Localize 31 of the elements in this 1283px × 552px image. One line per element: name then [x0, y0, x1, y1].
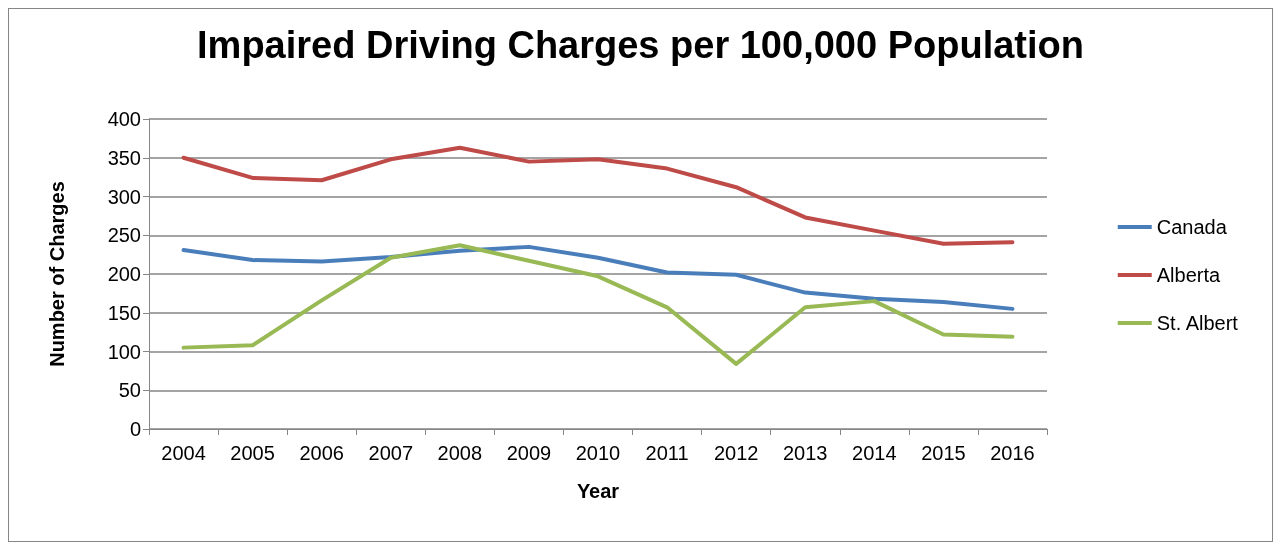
y-tick-label: 200 [107, 263, 141, 285]
y-axis-title: Number of Charges [46, 181, 68, 367]
x-tick-label: 2009 [506, 442, 552, 464]
x-tick-label: 2012 [713, 442, 759, 464]
y-tick-label: 50 [118, 379, 141, 402]
line-series [181, 243, 1015, 366]
y-tick-label: 400 [107, 108, 141, 130]
x-tick-label: 2015 [921, 442, 966, 464]
legend-label: St. Albert [1156, 312, 1239, 334]
x-tick-label: 2011 [645, 442, 689, 464]
x-tick-label: 2010 [575, 442, 621, 464]
legend-label: Canada [1156, 216, 1228, 238]
y-tick-label: 150 [107, 301, 141, 324]
y-tick-label: 350 [107, 146, 141, 169]
y-tick-label: 300 [107, 185, 141, 208]
x-tick-label: 2005 [230, 442, 275, 464]
x-tick-label: 2013 [782, 442, 828, 464]
line-series [181, 145, 1015, 246]
x-axis-title: Year [576, 480, 620, 502]
y-tick-label: 250 [107, 224, 141, 247]
x-tick-label: 2014 [852, 442, 897, 464]
x-tick-label: 2007 [368, 442, 414, 464]
y-tick-label: 0 [129, 418, 141, 440]
x-tick-label: 2004 [161, 442, 206, 464]
x-tick-label: 2006 [299, 442, 344, 464]
y-tick-label: 100 [107, 340, 141, 363]
x-tick-label: 2016 [990, 442, 1035, 464]
legend-label: Alberta [1156, 264, 1221, 286]
chart-title: Impaired Driving Charges per 100,000 Population [197, 24, 1084, 66]
line-series [181, 244, 1015, 311]
x-tick-label: 2008 [437, 442, 483, 464]
